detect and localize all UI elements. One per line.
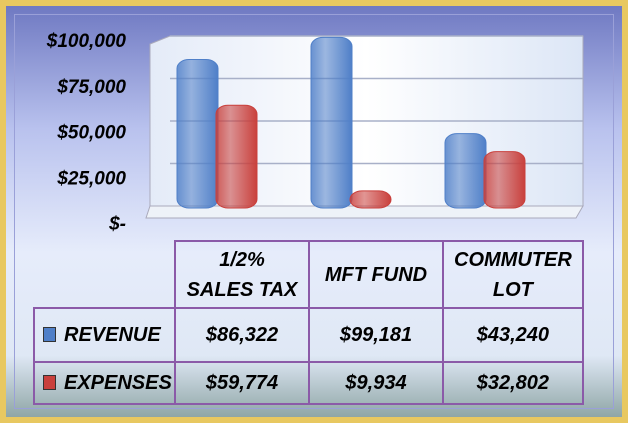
x-category-label: MFT FUND [308, 240, 444, 309]
bar [444, 133, 487, 209]
table-corner [34, 241, 175, 308]
value-label: $32,802 [442, 361, 584, 405]
bar [215, 104, 258, 209]
value-label: $99,181 [308, 307, 444, 363]
chart-border [14, 14, 614, 409]
y-tick-label: $75,000 [56, 77, 126, 98]
table-header-row: 1/2% SALES TAX MFT FUND COMMUTER LOT [34, 240, 584, 309]
row-header: EXPENSES [33, 361, 176, 405]
x-category-label: COMMUTER LOT [442, 240, 584, 309]
bar [310, 36, 353, 209]
legend-label: REVENUE [64, 324, 161, 346]
row-header: REVENUE [33, 307, 176, 363]
bar [483, 151, 526, 209]
legend-key [43, 327, 56, 342]
table-row: EXPENSES $59,774 $9,934 $32,802 [33, 361, 584, 405]
y-tick-label: $50,000 [56, 123, 126, 144]
data-table: 1/2% SALES TAX MFT FUND COMMUTER LOT REVENU… [33, 240, 584, 405]
floor [145, 205, 584, 219]
value-label: $86,322 [174, 307, 310, 363]
y-tick-label: $- [108, 214, 126, 235]
legend-label: EXPENSES [64, 372, 172, 394]
x-category-label: 1/2% SALES TAX [174, 240, 310, 309]
value-label: $9,934 [308, 361, 444, 405]
y-tick-label: $100,000 [46, 31, 127, 52]
value-label: $59,774 [174, 361, 310, 405]
value-label: $43,240 [442, 307, 584, 363]
bar [349, 190, 392, 209]
bar [176, 59, 219, 209]
y-tick-label: $25,000 [56, 168, 126, 189]
chart: $- $25,000 $50,000 $75,000 $100,000 [46, 31, 584, 235]
table-row: REVENUE $86,322 $99,181 $43,240 [33, 307, 584, 363]
legend-key [43, 375, 56, 390]
